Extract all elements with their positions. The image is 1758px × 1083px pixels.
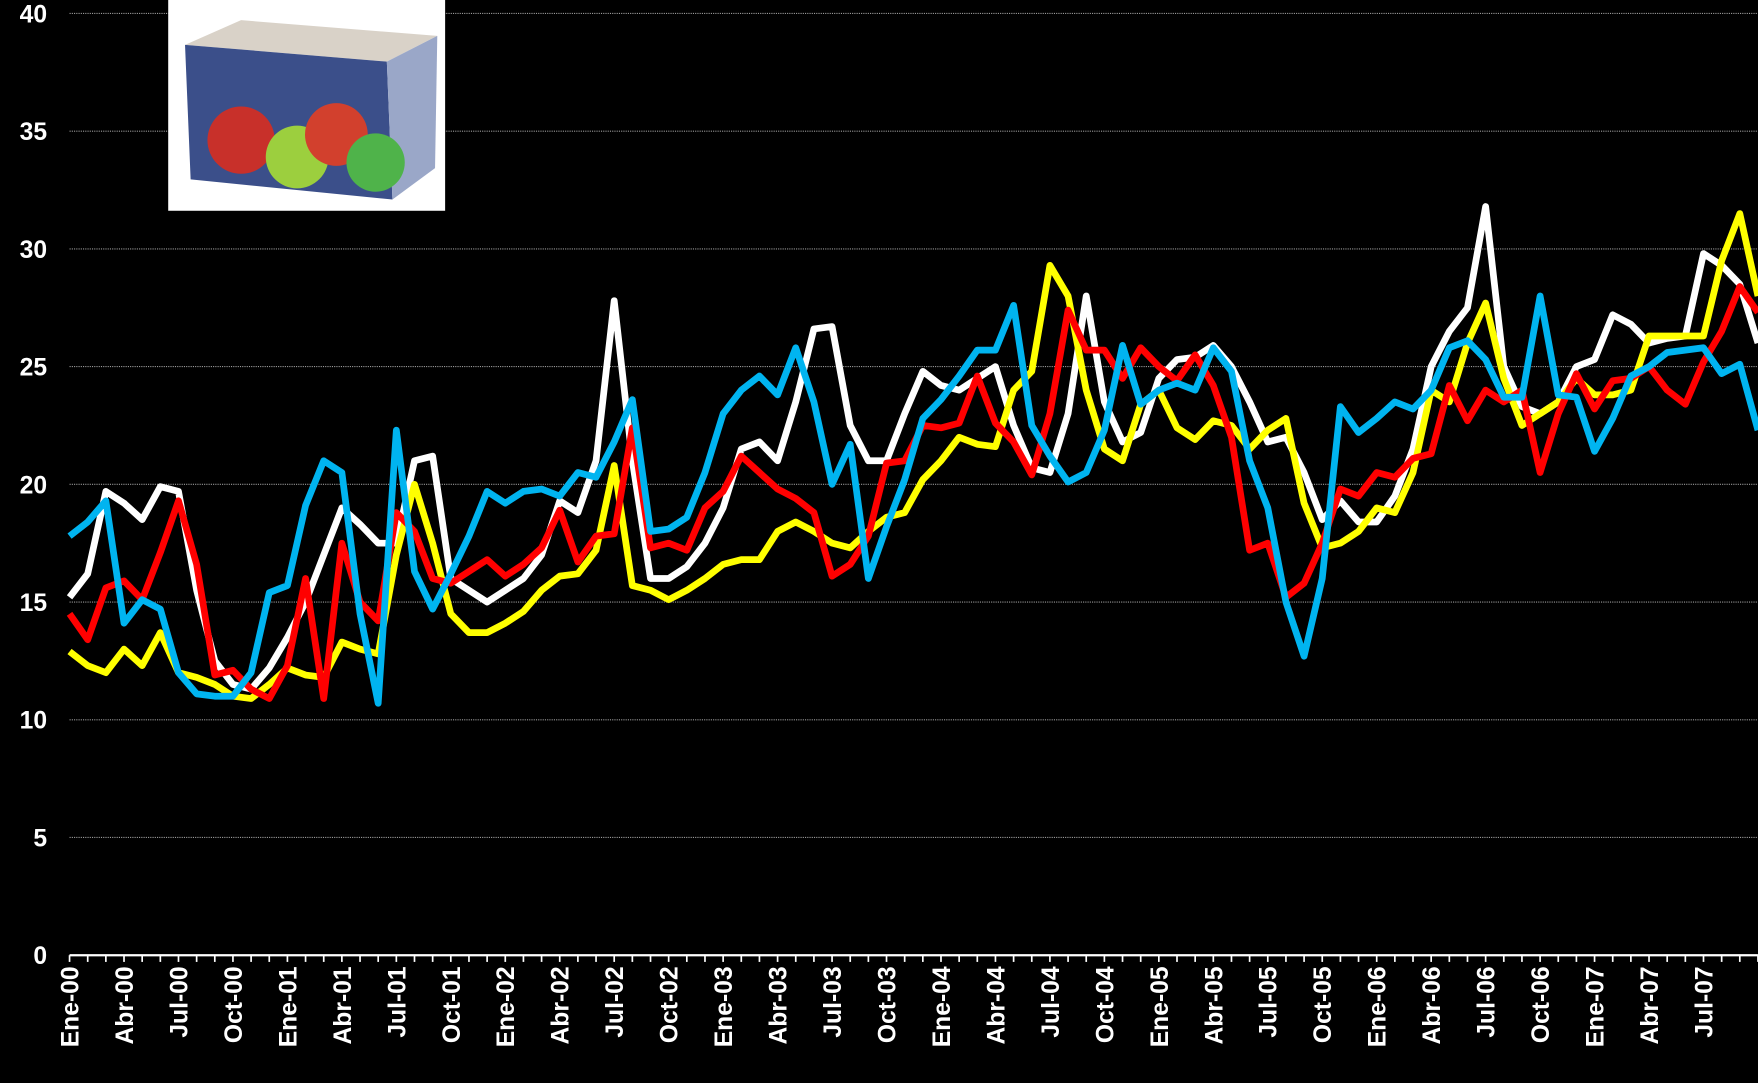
x-tick-label: Ene-00 <box>58 966 85 1047</box>
x-tick-label: Oct-02 <box>657 966 684 1043</box>
y-tick-label: 10 <box>20 708 47 735</box>
x-tick-label: Ene-03 <box>711 966 738 1047</box>
x-tick-label: Ene-05 <box>1147 966 1174 1047</box>
x-tick-label: Jul-06 <box>1474 966 1501 1037</box>
y-tick-label: 20 <box>20 472 47 499</box>
x-tick-label: Jul-02 <box>602 966 629 1037</box>
x-tick-label: Abr-05 <box>1201 966 1228 1044</box>
x-tick-label: Abr-06 <box>1419 966 1446 1044</box>
x-tick-label: Oct-05 <box>1310 966 1337 1043</box>
x-tick-label: Jul-04 <box>1038 966 1065 1038</box>
x-tick-label: Ene-04 <box>929 966 956 1047</box>
x-tick-label: Jul-01 <box>384 966 411 1038</box>
x-tick-label: Oct-04 <box>1092 966 1119 1043</box>
x-tick-label: Abr-00 <box>112 966 139 1044</box>
y-tick-label: 35 <box>20 119 48 146</box>
page: {"chart_data": {"type": "line", "categor… <box>0 0 1758 1083</box>
x-tick-label: Jul-05 <box>1256 966 1283 1038</box>
x-tick-label: Ene-02 <box>493 966 520 1047</box>
x-tick-label: Abr-04 <box>983 966 1010 1044</box>
x-tick-label: Jul-07 <box>1691 966 1718 1037</box>
y-tick-label: 40 <box>20 1 47 28</box>
x-tick-label: Abr-02 <box>548 966 575 1044</box>
x-tick-label: Oct-00 <box>221 966 248 1043</box>
x-tick-label: Ene-06 <box>1365 966 1392 1047</box>
x-tick-label: Oct-06 <box>1528 966 1555 1043</box>
y-tick-label: 25 <box>20 355 48 382</box>
x-tick-label: Oct-03 <box>874 966 901 1043</box>
y-tick-label: 5 <box>33 825 47 852</box>
x-tick-label: Ene-07 <box>1583 966 1610 1047</box>
y-tick-label: 30 <box>20 237 47 264</box>
x-tick-label: Abr-01 <box>330 966 357 1044</box>
x-tick-label: Abr-07 <box>1637 966 1664 1044</box>
x-tick-label: Jul-03 <box>820 966 847 1037</box>
x-tick-label: Ene-01 <box>275 966 302 1047</box>
chart: 0 5 10 15 20 25 30 35 40 Ene-00 Abr-00 Jul-00 Oct-00… <box>0 0 1758 1083</box>
y-tick-label: 0 <box>33 943 47 970</box>
x-tick-label: Oct-01 <box>439 966 466 1043</box>
x-tick-label: Jul-00 <box>166 966 193 1037</box>
product-photo <box>168 0 445 211</box>
x-tick-label: Abr-03 <box>766 966 793 1044</box>
y-tick-label: 15 <box>20 590 48 617</box>
